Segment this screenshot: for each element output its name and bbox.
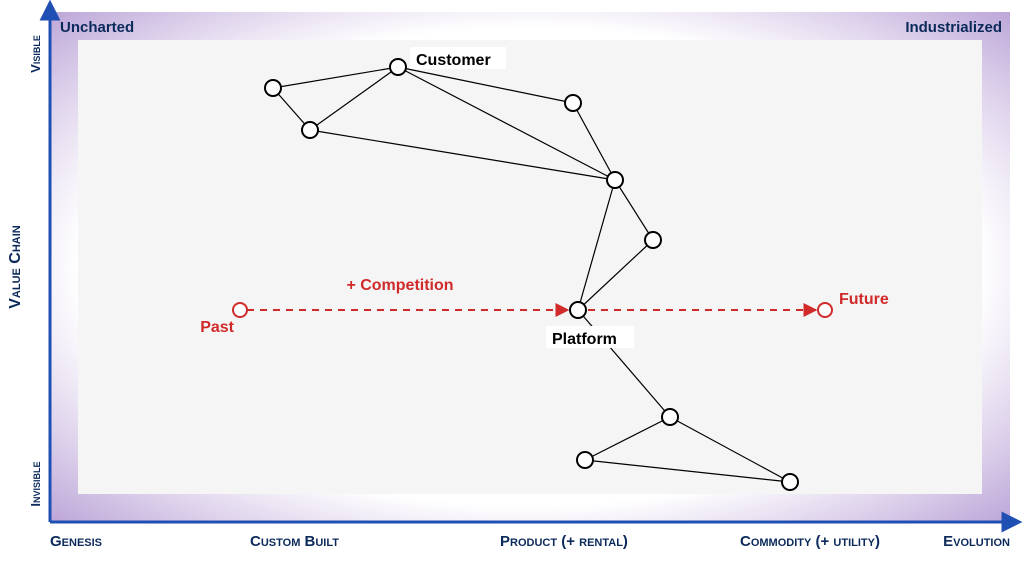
wardley-map: Past Future + Competition Customer Platform… bbox=[0, 0, 1024, 569]
corner-top-left: Uncharted bbox=[60, 19, 134, 36]
y-axis-label: Value Chain bbox=[7, 225, 24, 309]
node-n9 bbox=[577, 452, 593, 468]
corner-top-right: Industrialized bbox=[905, 19, 1002, 36]
x-tick-2: Product (+ rental) bbox=[500, 533, 628, 550]
map-svg: Past Future + Competition Customer Platform… bbox=[0, 0, 1024, 569]
node-n6 bbox=[645, 232, 661, 248]
x-tick-3: Commodity (+ utility) bbox=[740, 533, 880, 550]
x-tick-1: Custom Built bbox=[250, 533, 339, 550]
node-label-customer: Customer bbox=[416, 52, 491, 69]
timeline-label-past: Past bbox=[200, 319, 234, 336]
node-label-platform: Platform bbox=[552, 331, 617, 348]
node-customer bbox=[390, 59, 406, 75]
node-n5 bbox=[607, 172, 623, 188]
x-tick-0: Genesis bbox=[50, 533, 102, 550]
timeline-label-future: Future bbox=[839, 291, 889, 308]
timeline-label-competition: + Competition bbox=[346, 277, 453, 294]
node-platform bbox=[570, 302, 586, 318]
node-n2 bbox=[302, 122, 318, 138]
node-n4 bbox=[565, 95, 581, 111]
y-axis-sub-bottom: Invisible bbox=[28, 461, 43, 506]
timeline-node-past bbox=[233, 303, 247, 317]
node-n1 bbox=[265, 80, 281, 96]
node-n10 bbox=[782, 474, 798, 490]
plot-area bbox=[78, 40, 982, 494]
node-n8 bbox=[662, 409, 678, 425]
timeline-node-future bbox=[818, 303, 832, 317]
y-axis-sub-top: Visible bbox=[28, 35, 43, 73]
x-axis-label: Evolution bbox=[943, 533, 1010, 550]
